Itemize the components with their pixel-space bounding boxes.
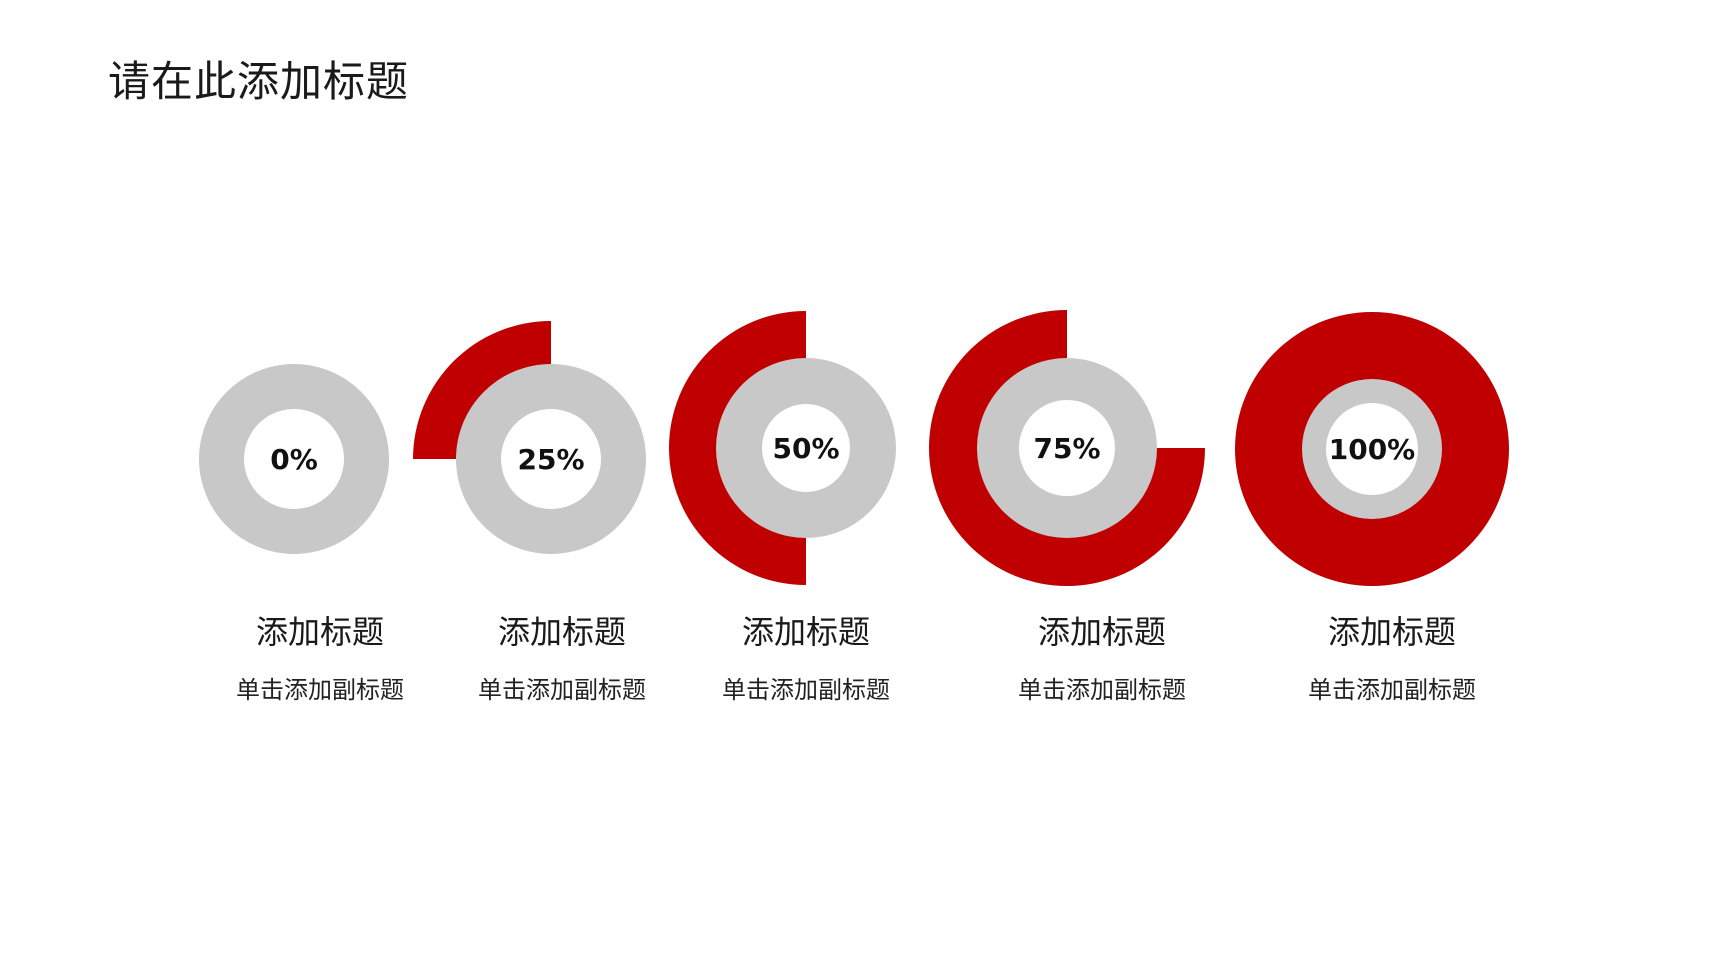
item-subtitle: 单击添加副标题 [1308,676,1476,704]
slide-title: 请在此添加标题 [108,57,410,106]
percent-label: 50% [772,432,839,465]
item-subtitle: 单击添加副标题 [1018,676,1186,704]
donut-hole [1326,403,1418,495]
item-title: 添加标题 [255,613,384,651]
percent-label: 100% [1329,433,1416,466]
donut-hole [501,409,601,509]
donut-1: 0% [199,364,389,554]
donut-4: 75% [929,310,1205,586]
percent-label: 25% [517,443,584,476]
item-subtitle: 单击添加副标题 [478,676,646,704]
donut-3: 50% [669,311,896,585]
donut-5: 100% [1235,312,1509,586]
item-title: 添加标题 [497,613,626,651]
item-subtitle: 单击添加副标题 [236,676,404,704]
donut-hole [1019,400,1115,496]
item-subtitle: 单击添加副标题 [722,676,890,704]
donut-hole [762,404,850,492]
item-title: 添加标题 [741,613,870,651]
percent-label: 0% [270,443,318,476]
donut-hole [244,409,344,509]
item-title: 添加标题 [1327,613,1456,651]
donut-2: 25% [413,321,646,554]
item-title: 添加标题 [1037,613,1166,651]
percent-label: 75% [1033,432,1100,465]
